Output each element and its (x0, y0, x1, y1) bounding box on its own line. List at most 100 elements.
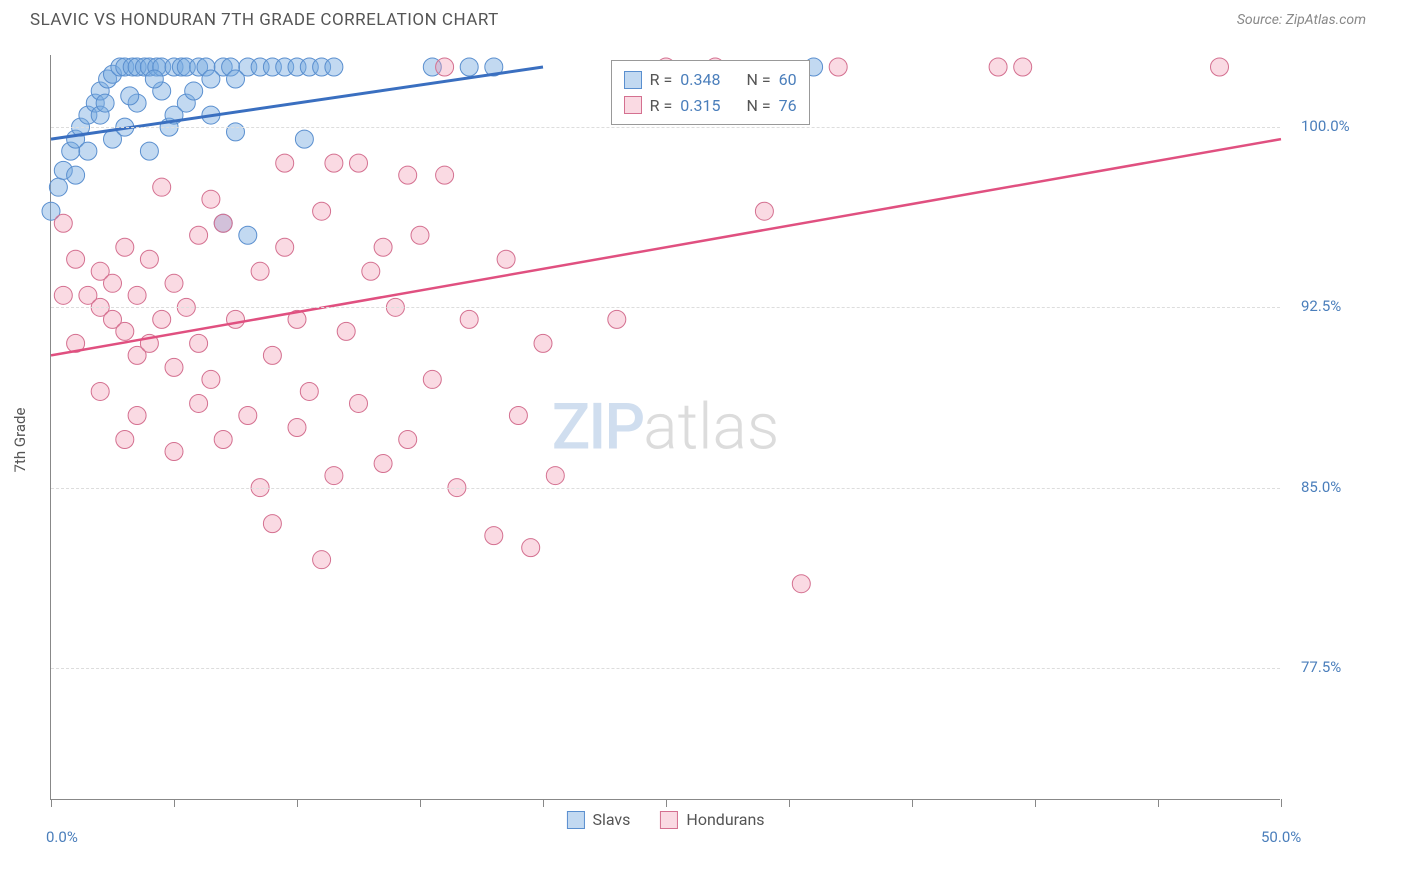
scatter-point (522, 539, 540, 557)
scatter-point (1014, 58, 1032, 76)
scatter-point (423, 370, 441, 388)
scatter-point (214, 431, 232, 449)
gridline (51, 668, 1280, 669)
scatter-point (337, 322, 355, 340)
legend-r-value: 0.315 (680, 93, 720, 119)
chart-header: SLAVIC VS HONDURAN 7TH GRADE CORRELATION… (0, 0, 1406, 40)
legend-row: R =0.348N =60 (624, 67, 797, 93)
source-attribution: Source: ZipAtlas.com (1237, 12, 1366, 28)
x-tick (297, 799, 298, 807)
bottom-legend-item: Slavs (566, 810, 630, 829)
plot-area: ZIPatlas R =0.348N =60R =0.315N =76 Slav… (50, 55, 1280, 800)
scatter-point (104, 274, 122, 292)
scatter-point (202, 190, 220, 208)
y-axis-label: 7th Grade (11, 408, 29, 473)
scatter-point (411, 226, 429, 244)
scatter-point (295, 130, 313, 148)
x-tick-label: 0.0% (46, 828, 78, 846)
scatter-point (214, 214, 232, 232)
legend-row: R =0.315N =76 (624, 93, 797, 119)
x-tick (666, 799, 667, 807)
scatter-point (202, 370, 220, 388)
legend-r-value: 0.348 (680, 67, 720, 93)
scatter-point (140, 250, 158, 268)
bottom-legend-item: Hondurans (660, 810, 764, 829)
scatter-point (227, 123, 245, 141)
scatter-point (153, 310, 171, 328)
scatter-point (185, 82, 203, 100)
y-tick-label: 77.5% (1301, 658, 1341, 676)
plot-svg (51, 55, 1280, 799)
legend-n-value: 76 (779, 93, 797, 119)
chart-container: 7th Grade ZIPatlas R =0.348N =60R =0.315… (50, 55, 1370, 825)
legend-r-label: R = (650, 67, 673, 93)
scatter-point (239, 226, 257, 244)
x-tick (1281, 799, 1282, 807)
scatter-point (67, 250, 85, 268)
scatter-point (313, 202, 331, 220)
scatter-point (96, 94, 114, 112)
bottom-legend-label: Slavs (592, 810, 630, 829)
legend-n-value: 60 (779, 67, 797, 93)
scatter-point (116, 431, 134, 449)
x-tick (1035, 799, 1036, 807)
x-tick (543, 799, 544, 807)
scatter-point (202, 70, 220, 88)
scatter-point (792, 575, 810, 593)
scatter-point (829, 58, 847, 76)
x-tick (1158, 799, 1159, 807)
scatter-point (190, 334, 208, 352)
scatter-point (460, 58, 478, 76)
scatter-point (436, 58, 454, 76)
scatter-point (54, 214, 72, 232)
scatter-point (362, 262, 380, 280)
scatter-point (165, 443, 183, 461)
x-tick (789, 799, 790, 807)
scatter-point (128, 286, 146, 304)
scatter-point (485, 527, 503, 545)
gridline (51, 127, 1280, 128)
scatter-point (251, 262, 269, 280)
scatter-point (350, 154, 368, 172)
legend-swatch (624, 71, 642, 89)
bottom-legend-label: Hondurans (686, 810, 764, 829)
scatter-point (755, 202, 773, 220)
scatter-point (350, 394, 368, 412)
scatter-point (325, 467, 343, 485)
scatter-point (116, 238, 134, 256)
scatter-point (227, 70, 245, 88)
scatter-point (190, 226, 208, 244)
x-tick (912, 799, 913, 807)
scatter-point (276, 154, 294, 172)
scatter-point (67, 166, 85, 184)
scatter-point (145, 70, 163, 88)
gridline (51, 488, 1280, 489)
scatter-point (79, 142, 97, 160)
scatter-point (374, 238, 392, 256)
scatter-point (190, 394, 208, 412)
scatter-point (54, 286, 72, 304)
trend-line (51, 139, 1281, 355)
scatter-point (276, 238, 294, 256)
y-tick-label: 92.5% (1301, 297, 1341, 315)
scatter-point (399, 166, 417, 184)
scatter-point (1211, 58, 1229, 76)
scatter-point (325, 58, 343, 76)
scatter-point (128, 406, 146, 424)
scatter-point (140, 142, 158, 160)
scatter-point (374, 455, 392, 473)
scatter-point (436, 166, 454, 184)
scatter-point (165, 274, 183, 292)
legend-r-label: R = (650, 93, 673, 119)
scatter-point (288, 419, 306, 437)
gridline (51, 307, 1280, 308)
scatter-point (546, 467, 564, 485)
x-tick-label: 50.0% (1261, 828, 1301, 846)
scatter-point (153, 178, 171, 196)
scatter-point (239, 406, 257, 424)
scatter-point (263, 515, 281, 533)
scatter-point (325, 154, 343, 172)
legend-swatch (660, 811, 678, 829)
correlation-legend-box: R =0.348N =60R =0.315N =76 (611, 60, 810, 125)
y-tick-label: 85.0% (1301, 478, 1341, 496)
